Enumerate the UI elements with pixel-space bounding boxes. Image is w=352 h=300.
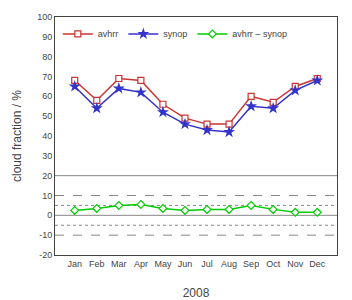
- svg-text:0: 0: [47, 210, 52, 220]
- svg-text:60: 60: [42, 91, 52, 101]
- svg-text:Feb: Feb: [89, 259, 105, 269]
- svg-text:70: 70: [42, 72, 52, 82]
- svg-text:Oct: Oct: [266, 259, 281, 269]
- svg-text:80: 80: [42, 52, 52, 62]
- svg-text:cloud fraction / %: cloud fraction / %: [10, 90, 24, 182]
- svg-text:Jul: Jul: [201, 259, 213, 269]
- svg-text:Apr: Apr: [134, 259, 148, 269]
- svg-text:avhrr: avhrr: [98, 29, 119, 39]
- svg-text:Jan: Jan: [67, 259, 82, 269]
- svg-text:50: 50: [42, 111, 52, 121]
- svg-text:synop: synop: [163, 29, 187, 39]
- svg-text:Mar: Mar: [111, 259, 127, 269]
- svg-text:Sep: Sep: [243, 259, 259, 269]
- svg-text:May: May: [154, 259, 172, 269]
- svg-text:40: 40: [42, 131, 52, 141]
- svg-text:100: 100: [37, 12, 52, 22]
- svg-text:Jun: Jun: [178, 259, 193, 269]
- svg-text:10: 10: [42, 191, 52, 201]
- svg-text:2008: 2008: [183, 286, 210, 300]
- svg-text:90: 90: [42, 32, 52, 42]
- svg-text:Nov: Nov: [287, 259, 304, 269]
- svg-text:20: 20: [42, 171, 52, 181]
- svg-text:avhrr – synop: avhrr – synop: [232, 29, 287, 39]
- svg-text:Dec: Dec: [309, 259, 326, 269]
- svg-text:-20: -20: [39, 250, 52, 260]
- svg-text:Aug: Aug: [221, 259, 237, 269]
- svg-text:-10: -10: [39, 230, 52, 240]
- svg-text:30: 30: [42, 151, 52, 161]
